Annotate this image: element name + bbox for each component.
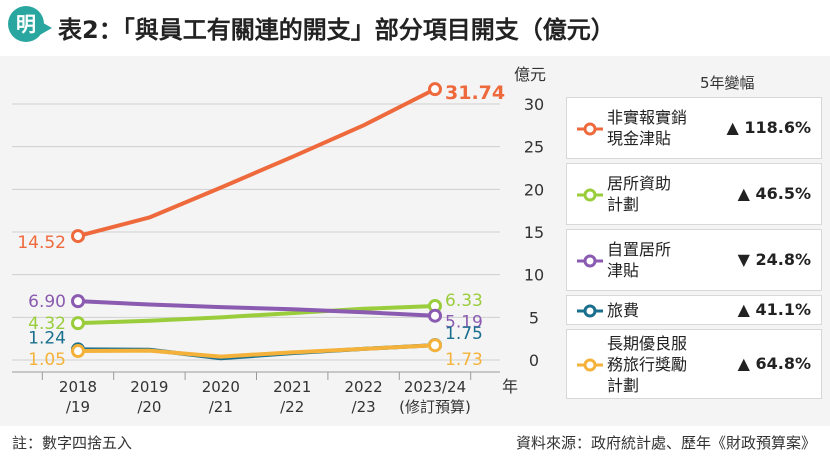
x-tick-label: /23 xyxy=(352,398,376,416)
chart-title: 表2：「與員工有關連的開支」部分項目開支（億元） xyxy=(58,16,615,44)
legend-label: 自置居所 xyxy=(607,240,672,259)
x-tick-label: /19 xyxy=(66,398,90,416)
end-data-label: 1.75 xyxy=(445,324,483,344)
legend-marker xyxy=(577,188,603,202)
series-line-0 xyxy=(77,87,436,239)
legend-label: 計劃 xyxy=(607,195,640,214)
legend-marker xyxy=(577,358,603,372)
y-tick-label: 10 xyxy=(524,266,544,285)
legend-label: 非實報實銷 xyxy=(607,108,688,127)
legend-label: 旅費 xyxy=(607,300,640,320)
series-line-4 xyxy=(77,343,436,359)
legend-marker-dot xyxy=(583,188,597,202)
series-point-4 xyxy=(428,338,442,353)
footer-source: 資料來源：政府統計處、歷年《財政預算案》 xyxy=(515,434,816,452)
legend-item: 非實報實銷現金津貼 ▲ 118.6% xyxy=(566,97,822,159)
legend-label: 長期優良服 xyxy=(607,333,688,353)
series-line-1 xyxy=(77,303,436,326)
series-point-2 xyxy=(71,294,85,309)
series-point-0 xyxy=(71,229,85,244)
y-tick-label: 20 xyxy=(524,180,544,199)
x-tick-label: 2022 xyxy=(345,378,383,396)
x-tick-label: 2020 xyxy=(202,378,240,396)
series-point-0 xyxy=(428,82,442,97)
legend-marker-dot xyxy=(583,358,597,372)
y-tick-label: 0 xyxy=(529,351,539,370)
series-line-2 xyxy=(77,299,436,318)
end-data-label: 31.74 xyxy=(445,82,505,104)
x-tick-label: /22 xyxy=(280,398,304,416)
legend-label: 津貼 xyxy=(607,261,640,280)
legend-item: 自置居所津貼 ▼ 24.8% xyxy=(566,229,822,291)
legend-marker xyxy=(577,254,603,268)
x-tick-label: (修訂預算) xyxy=(399,398,471,416)
x-tick-label: /21 xyxy=(209,398,233,416)
legend-change-value: ▲ 118.6% xyxy=(726,118,811,137)
x-tick-label: 2023/24 xyxy=(404,378,466,396)
legend-item: 長期優良服 務旅行獎勵 計劃 ▲ 64.8% xyxy=(566,329,822,399)
y-axis-label: 億元 xyxy=(514,65,546,84)
legend-marker-dot xyxy=(583,122,597,136)
y-tick-label: 30 xyxy=(524,95,544,114)
legend-marker-dot xyxy=(583,304,597,318)
x-tick-label: 2018 xyxy=(59,378,97,396)
legend-marker xyxy=(577,304,603,318)
start-data-label: 6.90 xyxy=(28,292,66,312)
series-point-1 xyxy=(71,316,85,331)
legend-change-value: ▲ 46.5% xyxy=(737,184,811,203)
y-tick-label: 5 xyxy=(529,308,539,327)
end-data-label: 6.33 xyxy=(445,291,483,311)
legend-marker-dot xyxy=(583,254,597,268)
legend-label: 現金津貼 xyxy=(607,129,672,148)
series-point-2 xyxy=(428,308,442,323)
start-data-label: 1.05 xyxy=(28,350,66,370)
x-axis-label: 年 xyxy=(502,377,518,396)
header: 明 表2：「與員工有關連的開支」部分項目開支（億元） xyxy=(0,0,830,56)
legend-marker xyxy=(577,122,603,136)
legend-change-value: ▲ 41.1% xyxy=(737,300,811,319)
x-tick-label: 2021 xyxy=(273,378,311,396)
legend-label: 居所資助 xyxy=(607,174,672,193)
y-tick-label: 15 xyxy=(524,223,544,242)
x-tick-label: 2019 xyxy=(130,378,168,396)
y-tick-label: 25 xyxy=(524,138,544,157)
end-data-label: 1.73 xyxy=(445,350,483,370)
legend-item: 旅費 ▲ 41.1% xyxy=(566,295,822,325)
start-data-label: 14.52 xyxy=(17,233,66,253)
legend-label: 務旅行獎勵 xyxy=(607,354,688,374)
legend-item: 居所資助計劃 ▲ 46.5% xyxy=(566,163,822,225)
footer-note: 註：數字四捨五入 xyxy=(12,434,133,452)
start-data-label: 1.24 xyxy=(28,328,66,348)
legend-label: 計劃 xyxy=(607,375,640,395)
legend-header: 5年變幅 xyxy=(700,74,755,92)
legend-change-value: ▼ 24.8% xyxy=(737,250,811,269)
logo-tail xyxy=(38,20,52,36)
legend-change-value: ▲ 64.8% xyxy=(737,354,811,373)
end-data-label: 5.19 xyxy=(445,313,483,333)
logo: 明 xyxy=(8,6,52,46)
start-data-label: 4.32 xyxy=(28,314,66,334)
x-tick-label: /20 xyxy=(137,398,161,416)
series-point-4 xyxy=(71,344,85,359)
